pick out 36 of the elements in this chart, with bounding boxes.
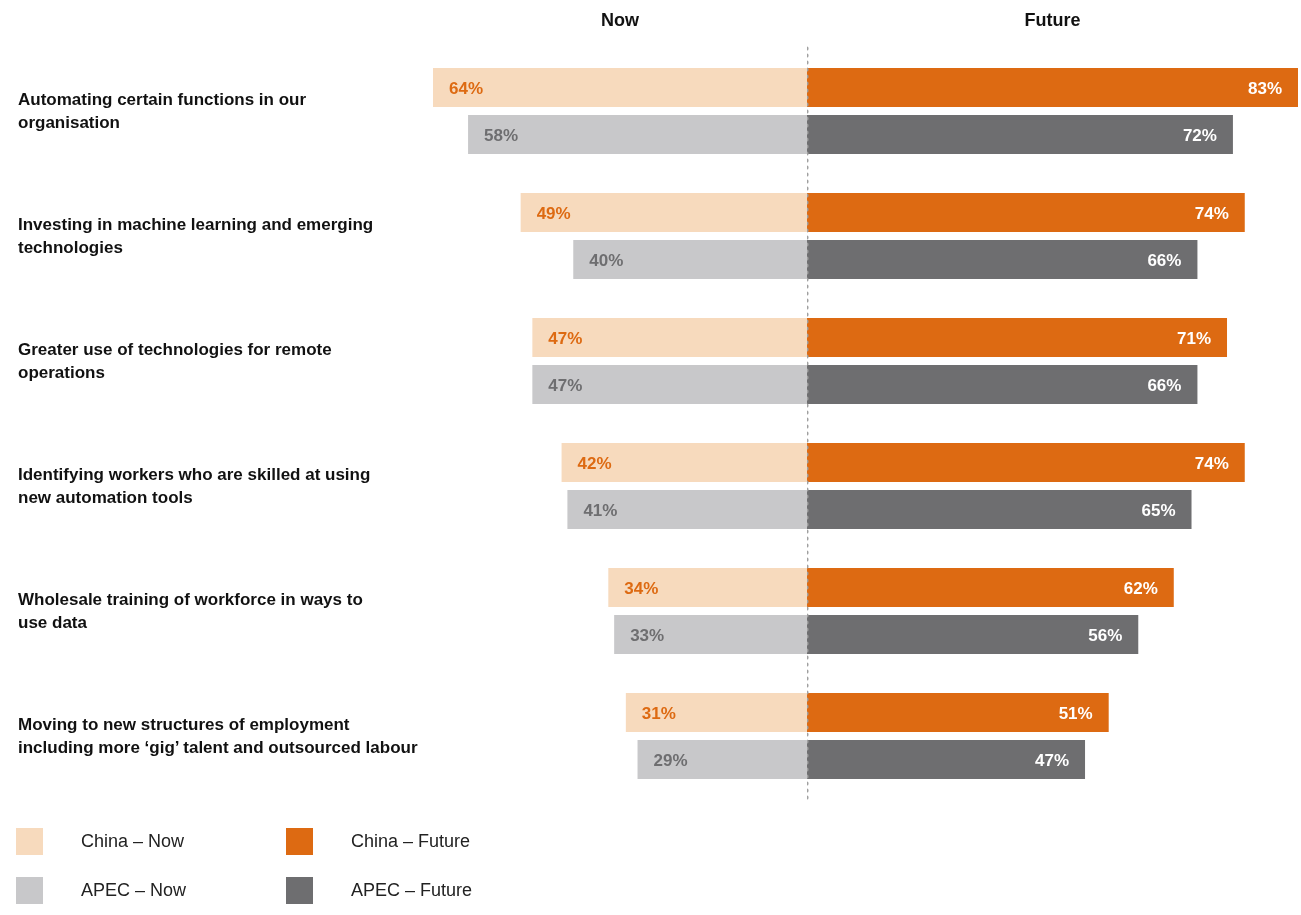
data-label: 40%	[589, 250, 624, 270]
data-label: 72%	[1182, 125, 1217, 145]
data-label: 34%	[624, 578, 659, 598]
y-tick-label: Investing in machine learning and emerging technologies	[18, 215, 374, 257]
data-label: 62%	[1123, 578, 1158, 598]
data-label: 58%	[484, 125, 519, 145]
chart-title: Now	[600, 10, 640, 31]
data-label: 83%	[1247, 78, 1282, 98]
data-label: 74%	[1194, 453, 1229, 473]
data-label: 47%	[548, 375, 583, 395]
data-label: 56%	[1088, 625, 1123, 645]
data-label: 65%	[1141, 500, 1176, 520]
data-label: 41%	[583, 500, 618, 520]
data-label: 71%	[1176, 328, 1212, 348]
data-label: 66%	[1147, 375, 1182, 395]
legend-label: APEC – Now	[81, 880, 187, 901]
y-tick-label: Greater use of technologies for remote operations	[18, 340, 332, 382]
data-label: 31%	[641, 703, 676, 723]
data-label: 51%	[1058, 703, 1093, 723]
data-label: 74%	[1194, 203, 1229, 223]
y-tick-label: Identifying workers who are skilled at using new automation tools	[18, 465, 371, 507]
chart-title: Future	[1023, 10, 1082, 31]
data-label: 33%	[630, 625, 665, 645]
data-label: 49%	[536, 203, 571, 223]
y-tick-label: Automating certain functions in our organisation	[18, 90, 307, 132]
data-label: 66%	[1147, 250, 1182, 270]
legend-label: APEC – Future	[351, 880, 473, 901]
y-tick-label: Wholesale training of workforce in ways to use data	[18, 590, 363, 632]
data-label: 47%	[548, 328, 583, 348]
data-label: 42%	[577, 453, 612, 473]
data-label: 29%	[653, 750, 688, 770]
legend-label: China – Now	[81, 831, 185, 852]
data-label: 47%	[1035, 750, 1070, 770]
y-tick-label: Moving to new structures of employment including more ‘gig’ talent and outsourced labour	[18, 715, 418, 757]
legend-label: China – Future	[351, 831, 471, 852]
data-label: 64%	[449, 78, 484, 98]
